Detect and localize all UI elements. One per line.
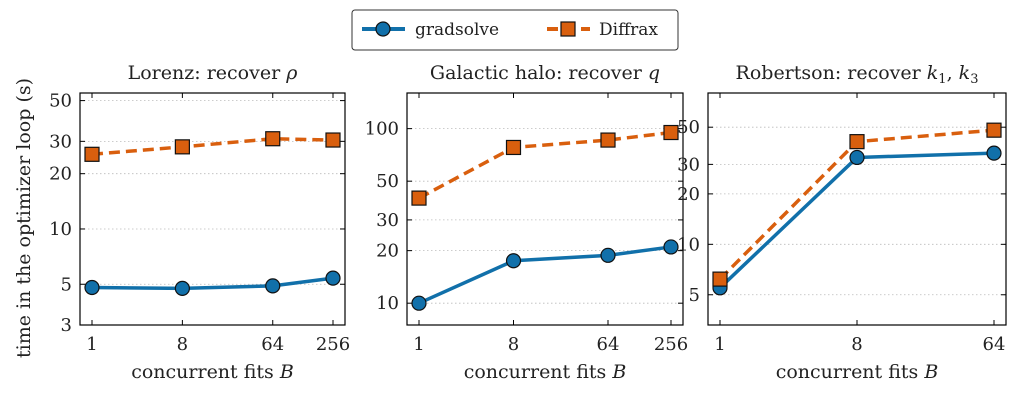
data-point-gradsolve <box>265 278 281 294</box>
data-point-diffrax <box>325 132 341 148</box>
x-tick-label: 8 <box>508 334 519 355</box>
legend: gradsolve Diffrax <box>351 9 679 51</box>
series-line-gradsolve <box>418 245 672 305</box>
y-tick-label: 20 <box>376 241 399 262</box>
data-point-gradsolve <box>325 270 341 286</box>
x-tick-label: 8 <box>177 334 188 355</box>
x-axis-label: concurrent fits B <box>464 361 627 383</box>
y-tick-label: 5 <box>61 274 72 295</box>
legend-diffrax-label: Diffrax <box>599 20 658 40</box>
y-tick-label: 50 <box>376 171 399 192</box>
y-tick-label: 10 <box>49 219 72 240</box>
y-tick-label: 30 <box>49 131 72 152</box>
x-tick-label: 1 <box>413 334 424 355</box>
y-tick-label: 10 <box>677 234 700 255</box>
series-line-gradsolve <box>91 276 334 291</box>
x-axis-label: concurrent fits B <box>131 361 294 383</box>
data-point-diffrax <box>712 271 728 287</box>
x-tick-label: 8 <box>851 334 862 355</box>
data-point-diffrax <box>411 190 427 206</box>
data-point-gradsolve <box>849 149 865 166</box>
data-point-diffrax <box>505 139 522 156</box>
data-point-gradsolve <box>600 247 616 263</box>
panel-title: Robertson: recover k1, k3 <box>736 62 979 87</box>
y-tick-label: 100 <box>365 119 399 140</box>
data-point-gradsolve <box>663 239 679 255</box>
data-point-gradsolve <box>986 145 1002 161</box>
data-point-diffrax <box>849 134 865 150</box>
series-line-diffrax <box>91 136 334 157</box>
data-point-diffrax <box>265 131 281 147</box>
panel-lorenz: 3 5 10 20 30 50 1 8 64 256 Lorenz: recover ρ concur… <box>49 62 350 383</box>
data-point-diffrax <box>986 122 1002 138</box>
data-point-diffrax <box>663 124 679 141</box>
panel-title: Lorenz: recover ρ <box>128 62 299 84</box>
plot-frame <box>406 92 684 326</box>
data-point-gradsolve <box>411 295 427 311</box>
y-tick-label: 20 <box>49 164 72 185</box>
legend-gradsolve-marker <box>375 21 391 37</box>
x-tick-label: 64 <box>983 334 1006 355</box>
y-tick-label: 5 <box>689 285 700 306</box>
x-tick-label: 64 <box>261 334 284 355</box>
y-tick-label: 30 <box>376 210 399 231</box>
y-tick-label: 20 <box>677 184 700 205</box>
data-point-gradsolve <box>84 279 100 296</box>
panel-robertson: 5 10 20 30 50 1 8 64 Robertson: recover k1, k3 co… <box>677 62 1007 383</box>
x-tick-label: 64 <box>597 334 620 355</box>
plot-frame <box>79 92 346 326</box>
y-tick-label: 10 <box>376 293 399 314</box>
plot-frame <box>707 92 1007 326</box>
legend-box <box>351 9 679 51</box>
y-tick-label: 50 <box>677 117 700 138</box>
data-point-diffrax <box>174 139 190 155</box>
data-point-diffrax <box>84 146 100 162</box>
legend-diffrax-marker <box>560 21 576 37</box>
data-point-diffrax <box>600 132 616 148</box>
series-line-gradsolve <box>718 151 995 290</box>
data-point-gradsolve <box>174 280 190 296</box>
panel-galactic-halo: 10 20 30 50 100 1 8 64 256 Galactic halo: recover… <box>365 62 689 383</box>
y-tick-label: 30 <box>677 154 700 175</box>
panel-title: Galactic halo: recover q <box>430 62 660 84</box>
x-axis-label: concurrent fits B <box>776 361 939 383</box>
legend-gradsolve-label: gradsolve <box>415 20 499 40</box>
y-tick-label: 3 <box>61 315 72 336</box>
y-axis-label: time in the optimizer loop (s) <box>13 78 35 358</box>
x-tick-label: 256 <box>654 334 688 355</box>
series-line-diffrax <box>418 130 672 200</box>
x-tick-label: 256 <box>316 334 350 355</box>
data-point-gradsolve <box>505 253 522 269</box>
x-tick-label: 1 <box>86 334 97 355</box>
x-tick-label: 1 <box>714 334 725 355</box>
y-tick-label: 50 <box>49 91 72 112</box>
